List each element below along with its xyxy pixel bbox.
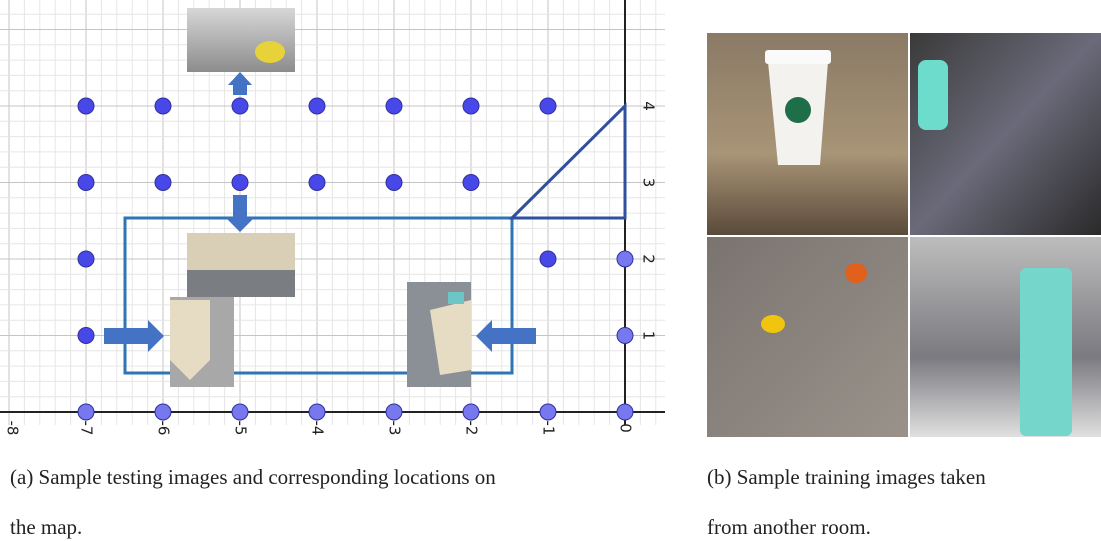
location-point [78,98,94,114]
location-point [155,404,171,420]
caption: from another room. [707,515,871,539]
location-point [386,404,402,420]
y-tick-label: 3 [640,178,658,188]
location-point [78,251,94,267]
training-photos [707,33,1101,437]
figure: -8-7-6-5-4-3-2-101234 (a) Sample tes [0,0,1101,541]
x-tick-label: -8 [4,421,22,436]
caption: (b) Sample training images taken [707,465,986,489]
location-point [232,404,248,420]
location-point [155,98,171,114]
location-point [617,328,633,344]
y-tick-label: 1 [640,331,658,341]
location-point [386,175,402,191]
photo [707,237,908,437]
x-tick-label: -4 [309,421,327,436]
location-point [309,404,325,420]
photo-lid [765,50,831,64]
photo-bottle [1020,268,1072,436]
location-point [463,175,479,191]
location-point [540,404,556,420]
location-point [309,175,325,191]
x-tick-label: -3 [386,421,404,436]
location-point [617,251,633,267]
photo-floor [187,270,295,297]
photo [187,8,295,72]
photo-logo [785,97,811,123]
location-point [232,98,248,114]
location-point [463,404,479,420]
arrow [476,320,536,352]
captions: (a) Sample testing images and correspond… [10,465,986,539]
location-point [540,98,556,114]
x-tick-label: -6 [155,421,173,436]
photo-object [255,41,285,63]
x-tick-label: -1 [540,421,558,436]
location-point [155,175,171,191]
x-tick-label: 0 [617,423,635,433]
region-triangle [512,106,625,218]
caption: the map. [10,515,82,539]
photo-object [448,292,464,304]
photo [910,237,1101,437]
location-point [617,404,633,420]
y-tick-label: 4 [640,101,658,111]
location-point [309,98,325,114]
page: -8-7-6-5-4-3-2-101234 (a) Sample tes [0,0,1101,541]
location-point [540,251,556,267]
location-point [232,175,248,191]
x-tick-label: -2 [463,421,481,436]
location-point [78,175,94,191]
location-point [78,328,94,344]
arrow [104,320,164,352]
x-tick-label: -7 [78,421,96,436]
location-point [78,404,94,420]
caption: (a) Sample testing images and correspond… [10,465,496,489]
location-point [386,98,402,114]
location-point [463,98,479,114]
photo-object [761,315,785,333]
y-tick-label: 2 [640,254,658,264]
x-tick-label: -5 [232,421,250,436]
photo-object [845,263,867,283]
photo-bottle [918,60,948,130]
